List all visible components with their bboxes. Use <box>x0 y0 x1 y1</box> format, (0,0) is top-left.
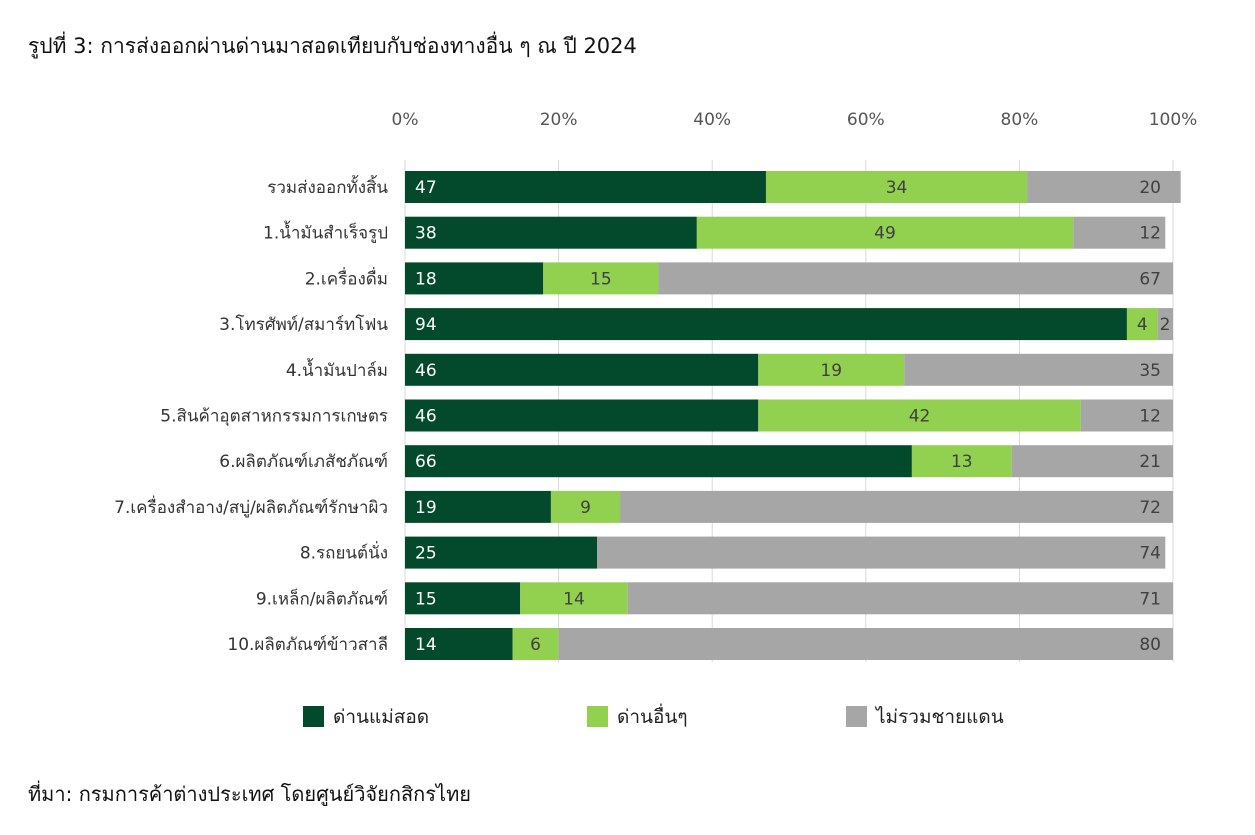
data-label: 47 <box>415 178 437 198</box>
legend: ด่านแม่สอด ด่านอื่นๆ ไม่รวมชายแดน <box>303 703 1004 728</box>
data-label: 19 <box>415 498 437 518</box>
data-label: 2 <box>1160 315 1171 335</box>
bar-segment <box>520 582 628 615</box>
data-label: 34 <box>886 178 908 198</box>
data-label: 25 <box>415 544 437 564</box>
category-label: 10.ผลิตภัณฑ์ข้าวสาลี <box>227 635 388 655</box>
bar-segment <box>405 308 1127 341</box>
x-tick-label: 20% <box>540 110 578 130</box>
data-label: 66 <box>415 452 437 472</box>
legend-label: ด่านแม่สอด <box>333 706 429 728</box>
bar-segment <box>405 628 513 660</box>
category-label: 8.รถยนต์นั่ง <box>300 541 388 564</box>
data-label: 14 <box>563 589 585 609</box>
data-label: 18 <box>415 269 437 289</box>
data-label: 9 <box>580 498 591 518</box>
bar-segment <box>758 399 1081 432</box>
bar-segment <box>512 628 559 660</box>
category-label: 2.เครื่องดื่ม <box>305 266 388 289</box>
x-tick-label: 0% <box>392 110 419 130</box>
data-label: 35 <box>1139 361 1161 381</box>
data-label: 71 <box>1139 589 1161 609</box>
data-label: 74 <box>1139 544 1161 564</box>
bar-segment <box>904 353 1173 386</box>
bar-segment <box>1080 399 1173 432</box>
category-label: รวมส่งออกทั้งสิ้น <box>267 175 388 198</box>
bar-segment <box>620 490 1173 523</box>
data-label: 38 <box>415 224 437 244</box>
x-tick-label: 60% <box>847 110 885 130</box>
bar-segment <box>405 262 544 295</box>
bar-segment <box>405 399 759 432</box>
legend-swatch <box>846 706 867 727</box>
bar-segment <box>627 582 1173 615</box>
data-label: 13 <box>951 452 973 472</box>
bar-segment <box>758 353 905 386</box>
data-label: 6 <box>530 635 541 655</box>
page-title: รูปที่ 3: การส่งออกผ่านด่านมาสอดเทียบกับ… <box>28 34 637 58</box>
bar-segment <box>765 171 1028 203</box>
bar-segment <box>405 536 597 569</box>
bar-segment <box>405 445 912 478</box>
category-label: 6.ผลิตภัณฑ์เภสัชภัณฑ์ <box>219 452 388 472</box>
data-label: 94 <box>415 315 437 335</box>
category-label: 4.น้ำมันปาล์ม <box>286 358 388 381</box>
category-label: 9.เหล็ก/ผลิตภัณฑ์ <box>256 587 388 609</box>
data-label: 46 <box>415 361 437 381</box>
legend-label: ไม่รวมชายแดน <box>874 706 1004 728</box>
data-label: 46 <box>415 407 437 427</box>
bar-segment <box>911 445 1012 478</box>
x-tick-label: 80% <box>1001 110 1039 130</box>
data-label: 49 <box>874 224 896 244</box>
data-label: 67 <box>1139 269 1161 289</box>
x-tick-label: 40% <box>693 110 731 130</box>
data-label: 15 <box>415 589 437 609</box>
data-label: 42 <box>909 407 931 427</box>
bar-segment <box>405 353 759 386</box>
category-label: 3.โทรศัพท์/สมาร์ทโฟน <box>219 314 388 335</box>
x-axis-ticks: 0% 20% 40% 60% 80% 100% <box>392 110 1198 130</box>
data-label: 21 <box>1139 452 1161 472</box>
bar-segment <box>543 262 659 295</box>
bar-segment <box>597 536 1166 569</box>
data-label: 72 <box>1139 498 1161 518</box>
category-label: 5.สินค้าอุตสาหกรรมการเกษตร <box>160 407 388 427</box>
bar-segment <box>405 582 521 615</box>
legend-swatch <box>303 706 324 727</box>
bar-segment <box>1027 171 1181 203</box>
data-label: 15 <box>590 269 612 289</box>
bar-segment <box>1126 308 1158 341</box>
bar-segment <box>558 628 1173 660</box>
data-label: 80 <box>1139 635 1161 655</box>
bar-segment <box>405 216 697 249</box>
legend-swatch <box>587 706 608 727</box>
category-label: 1.น้ำมันสำเร็จรูป <box>263 221 388 244</box>
bar-segment <box>1073 216 1166 249</box>
bar-segment <box>405 171 766 203</box>
data-label: 20 <box>1139 178 1161 198</box>
x-tick-label: 100% <box>1149 110 1198 130</box>
data-label: 12 <box>1139 407 1161 427</box>
category-labels: รวมส่งออกทั้งสิ้น 1.น้ำมันสำเร็จรูป 2.เครื… <box>114 175 388 655</box>
bar-segment <box>405 490 551 523</box>
bars: 47 34 20 38 49 12 18 15 67 94 4 2 46 19 35 46 42 12 66 13 21… <box>405 171 1181 660</box>
category-label: 7.เครื่องสำอาง/สบู่/ผลิตภัณฑ์รักษาผิว <box>114 495 388 518</box>
legend-label: ด่านอื่นๆ <box>617 703 688 728</box>
data-label: 19 <box>820 361 842 381</box>
data-label: 14 <box>415 635 437 655</box>
bar-segment <box>1011 445 1173 478</box>
bar-segment <box>658 262 1173 295</box>
bar-segment <box>1157 308 1173 341</box>
data-label: 4 <box>1137 315 1148 335</box>
data-label: 12 <box>1139 224 1161 244</box>
bar-segment <box>550 490 621 523</box>
bar-segment <box>696 216 1074 249</box>
source-note: ที่มา: กรมการค้าต่างประเทศ โดยศูนย์วิจัย… <box>28 782 471 806</box>
